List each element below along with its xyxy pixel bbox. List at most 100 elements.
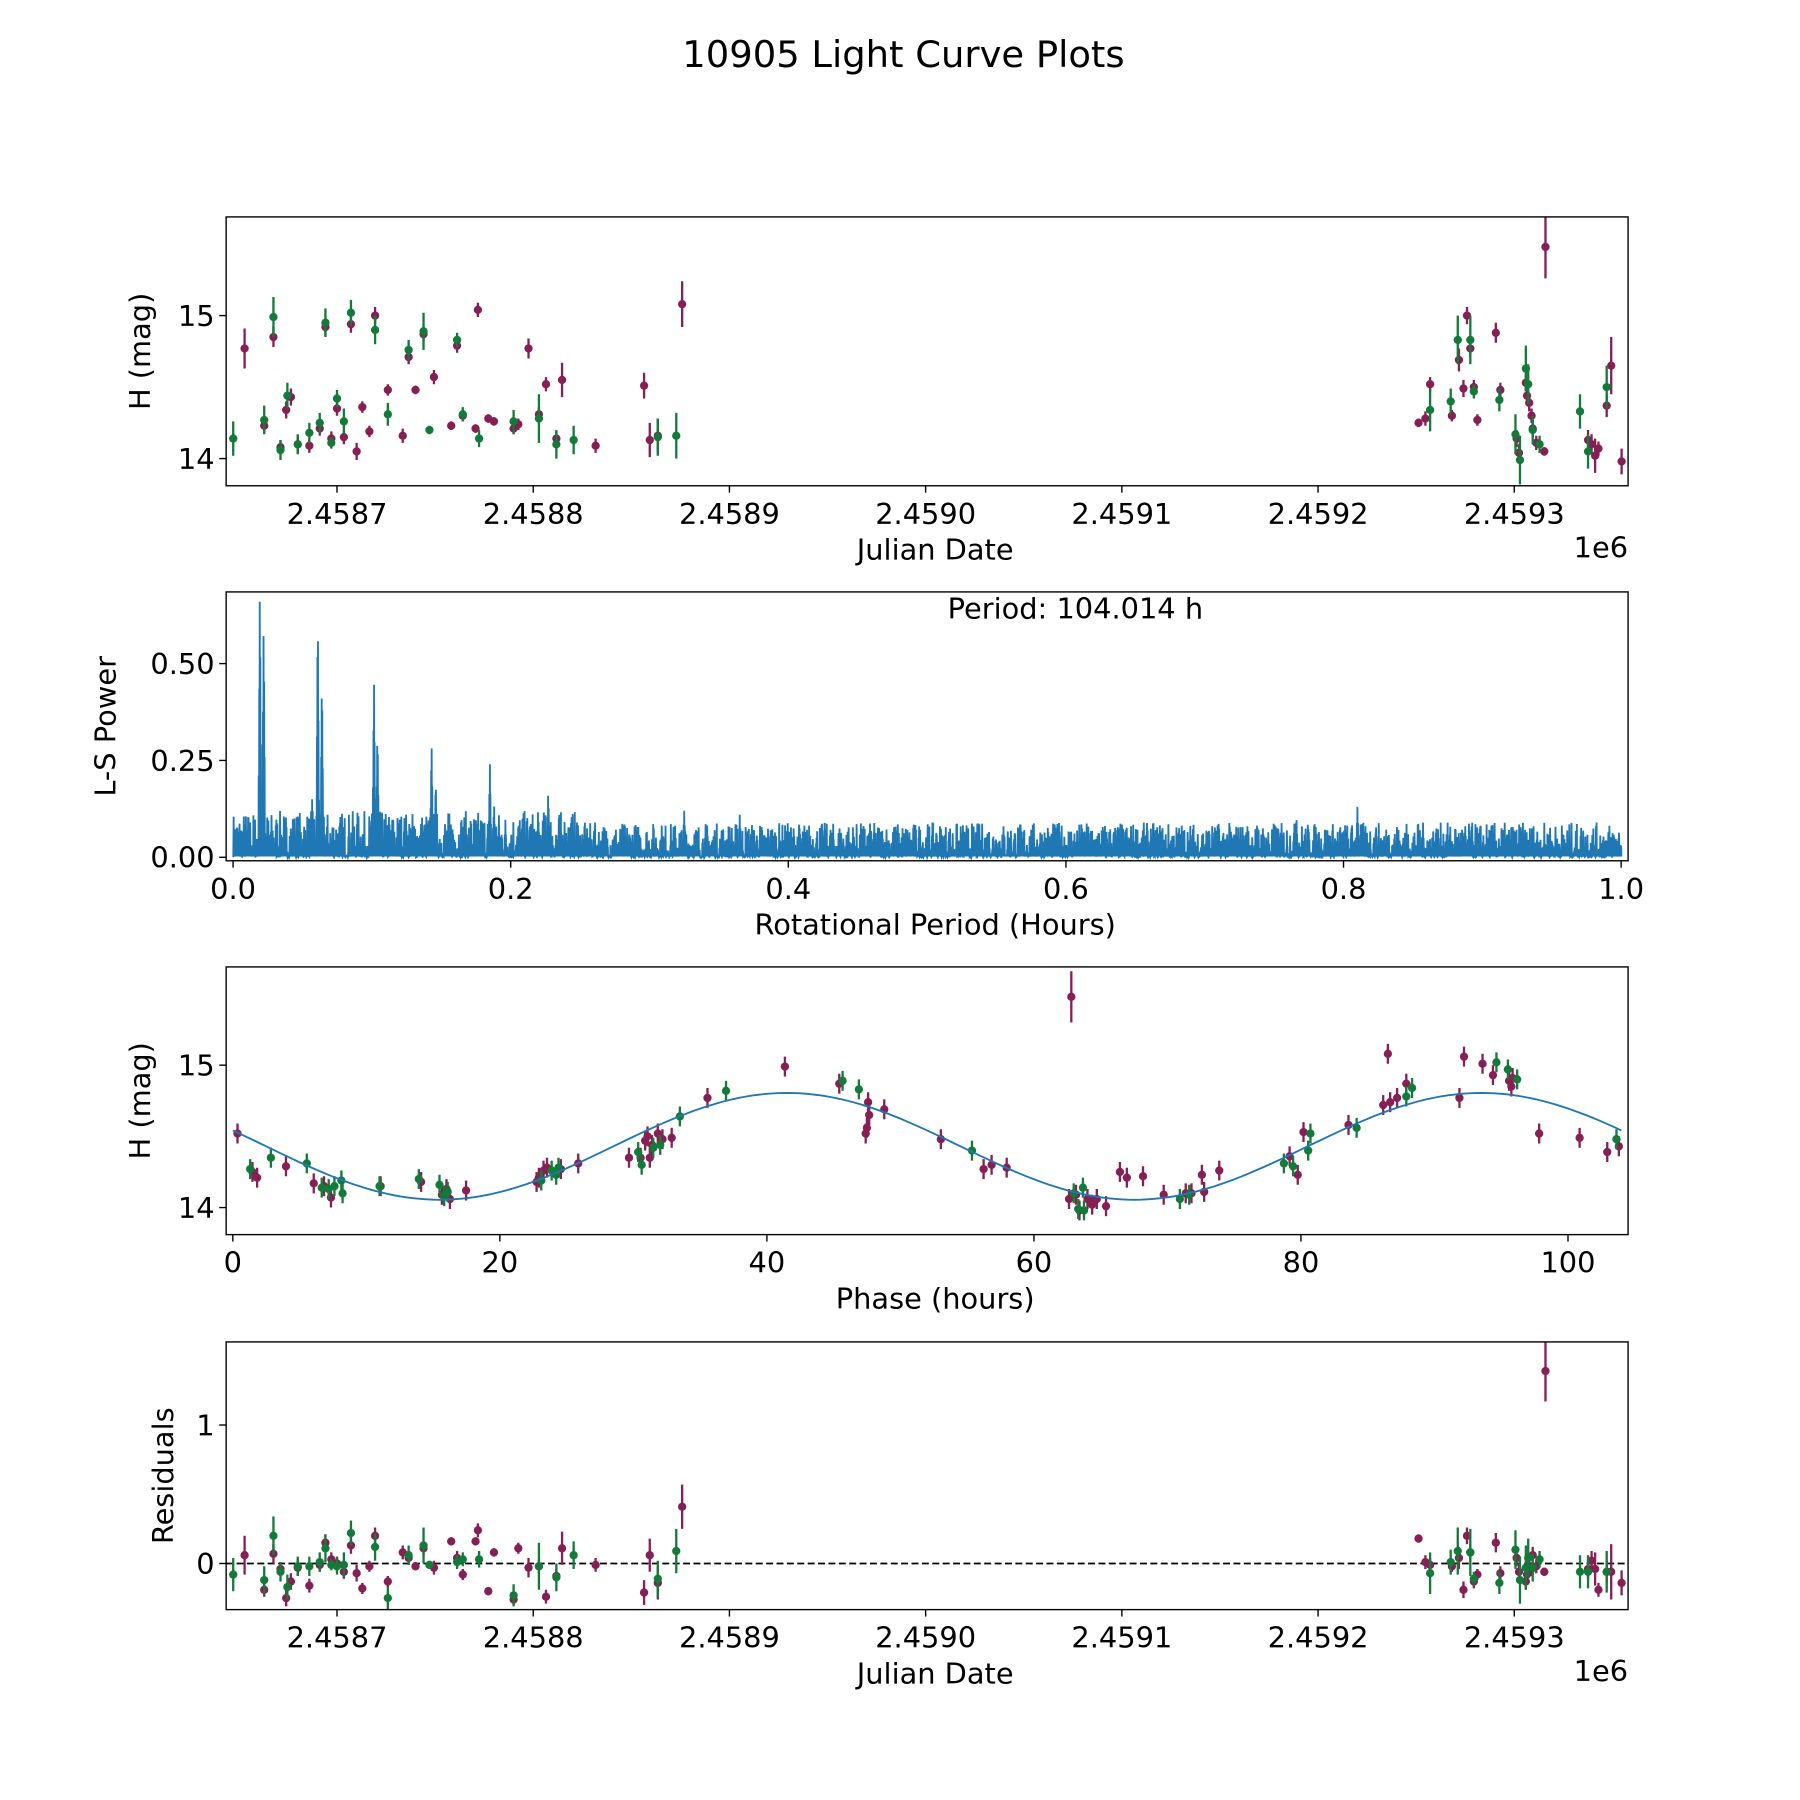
marker [383,385,392,395]
x-tick-label: 2.4591 [1071,1621,1172,1655]
marker [283,1582,292,1592]
data-point [552,1563,561,1592]
x-tick-label: 2.4589 [679,1621,780,1655]
marker [677,1502,687,1511]
marker [1407,1083,1417,1093]
data-point [1511,414,1520,455]
data-point [1425,1552,1435,1594]
data-point [1617,448,1626,475]
data-point [252,1167,262,1188]
marker [1462,1531,1472,1540]
data-point [1503,1059,1513,1080]
phased-axes: 0 20 40 60 80 100 14 15 Phase (hours) H (mag) [123,966,1629,1315]
marker [1115,1167,1125,1177]
marker [838,1076,847,1085]
marker [1379,1100,1388,1110]
marker [653,1574,662,1583]
data-point [1421,411,1430,426]
marker [404,1551,413,1560]
x-axis-label: Phase (hours) [836,1281,1035,1315]
marker [703,1093,712,1103]
data-point [1602,365,1611,409]
marker [489,1548,499,1557]
marker [1575,407,1585,416]
marker [639,381,649,390]
marker [514,1544,523,1553]
marker [524,344,533,353]
marker [452,335,462,345]
data-point [1079,1200,1089,1221]
marker [1612,1135,1621,1144]
marker [305,1581,314,1590]
data-point [240,328,249,369]
data-point [260,405,269,435]
data-point [1087,1194,1097,1215]
x-tick-label: 2.4589 [679,497,780,531]
marker [1455,1093,1464,1103]
marker [411,385,420,395]
data-point [1138,1166,1148,1187]
data-point [474,429,484,448]
marker [667,1133,676,1142]
marker [509,417,518,426]
lightcurve-axes: 2.4587 2.4588 2.4589 2.4590 2.4591 2.4592 2.45… [123,216,1629,567]
data-point [1515,1556,1525,1604]
x-tick-label: 2.4593 [1464,1621,1565,1655]
marker [1491,328,1500,337]
data-point [1524,364,1533,405]
marker [534,414,544,423]
data-point [1512,1069,1522,1090]
data-point [435,1174,444,1195]
marker [1122,1173,1132,1182]
marker [1535,1555,1544,1564]
y-axis-label: Residuals [146,1407,180,1544]
data-point [591,1557,600,1572]
marker [443,1187,452,1197]
data-point [780,1056,790,1077]
data-point [1603,1142,1612,1162]
marker [484,1587,493,1596]
data-point [1575,394,1585,429]
marker [293,440,302,449]
periodogram-axes: 0.0 0.2 0.4 0.6 0.8 1.0 0.00 0.25 0.50 Rotational… [88,591,1644,942]
marker [332,394,342,403]
marker [1603,1147,1612,1157]
y-tick-label: 0.00 [150,841,214,875]
marker [1541,1366,1550,1376]
marker [1607,361,1616,370]
x-tick-label: 2.4592 [1268,497,1369,531]
marker [1067,992,1076,1001]
data-point [1524,1538,1533,1578]
marker [1414,1534,1423,1543]
marker [346,1528,356,1538]
x-tick-label: 0.4 [765,872,811,906]
data-point [276,440,285,461]
data-point [1407,1077,1417,1098]
data-point [1083,1189,1092,1209]
data-point [880,1099,889,1120]
data-point [346,299,356,326]
data-point [1385,1092,1395,1113]
data-point [552,429,561,459]
marker [541,380,551,389]
data-point [1459,1046,1469,1067]
marker [569,1551,578,1560]
data-point [1528,415,1537,445]
data-point [283,1574,292,1600]
marker [1540,1567,1549,1576]
x-tick-label: 60 [1016,1246,1053,1280]
data-point [1306,1123,1315,1144]
data-point [293,434,302,455]
y-tick-label: 15 [178,1049,215,1083]
marker [370,1542,380,1552]
data-point [1540,447,1549,456]
residual-series-series_b [229,1516,1611,1610]
data-point [425,1560,434,1570]
marker [339,1560,349,1570]
marker [339,432,349,442]
marker [1594,444,1603,453]
data-point [1459,1581,1468,1599]
marker [552,440,561,449]
marker [305,428,314,438]
data-point [524,1557,533,1578]
